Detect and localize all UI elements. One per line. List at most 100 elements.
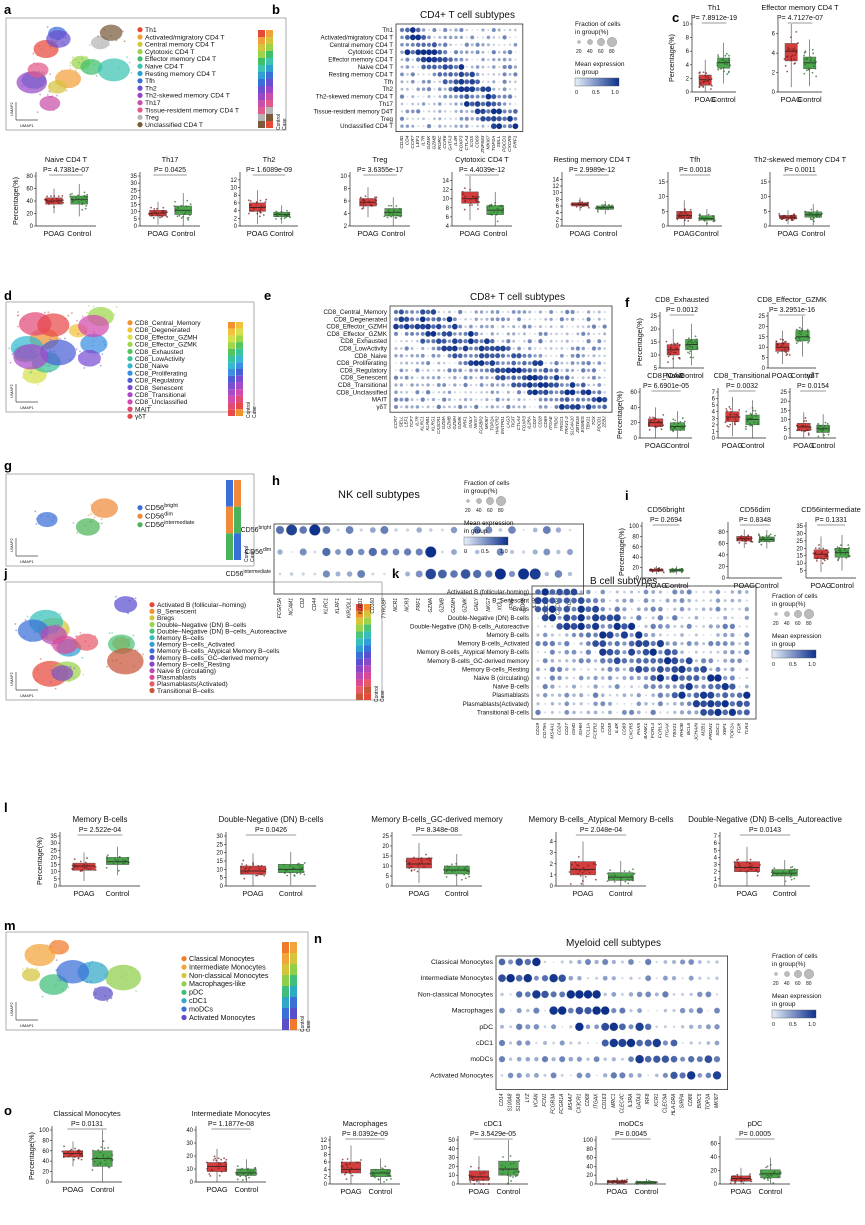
- boxplot-tick-label: 0: [386, 884, 390, 890]
- boxplot-point: [817, 213, 819, 216]
- boxplot-tick-label: 2: [324, 1175, 328, 1181]
- boxplot-point: [616, 1182, 619, 1185]
- boxplot-point: [703, 80, 706, 83]
- boxplot-point: [682, 426, 685, 429]
- boxplot-point: [186, 199, 189, 202]
- boxplot-point: [757, 533, 760, 536]
- dotplot-dot: [425, 546, 437, 558]
- dotplot-row-label: Cytotoxic CD4 T: [348, 49, 393, 56]
- dotplot-dot: [650, 666, 656, 673]
- dotplot-gene-label: CD4: [404, 135, 410, 145]
- boxplot-point: [786, 50, 789, 52]
- dotplot-gene-label: ZEB2: [602, 416, 607, 429]
- umap-cluster-blob: [56, 959, 90, 984]
- dotplot-dot: [723, 615, 728, 620]
- dotplot-dot: [459, 376, 462, 379]
- dotplot-dot: [478, 345, 485, 352]
- boxplot-point: [796, 429, 798, 432]
- boxplot-pvalue: P= 1.1877e-08: [208, 1121, 254, 1128]
- boxplot-point: [175, 208, 178, 211]
- dotplot-dot: [491, 101, 497, 107]
- boxplot-point: [660, 428, 663, 431]
- boxplot-tick-label: 10: [658, 195, 665, 201]
- umap-point: [142, 653, 144, 656]
- bar-label-case: Case: [380, 690, 386, 702]
- dotplot-dot: [558, 702, 562, 706]
- dotplot-row-label: Tissue-resident memory D4T: [313, 108, 393, 115]
- dotplot-dot: [591, 375, 596, 380]
- umap-point: [84, 524, 87, 527]
- dotplot-gene-label: PRF1: [416, 598, 422, 611]
- boxplot-point: [79, 860, 82, 863]
- boxplot-point: [768, 540, 771, 543]
- dotplot-dot: [672, 684, 677, 689]
- legend-label: Double–Negative (DN) B–cells_Autoreactiv…: [157, 628, 287, 635]
- dotplot-dot: [544, 317, 548, 321]
- boxplot-tick-label: 0: [686, 90, 690, 96]
- dotplot-gene-label: LEF1: [415, 135, 421, 147]
- umap-point: [57, 37, 60, 40]
- dotplot-dot: [689, 1024, 694, 1029]
- boxplot-point: [659, 425, 662, 428]
- boxplot-point: [654, 567, 656, 570]
- boxplot-group-label: Control: [496, 1187, 520, 1196]
- dotplot-dot: [694, 650, 698, 654]
- umap-point: [50, 91, 52, 94]
- boxplot-point: [726, 410, 728, 412]
- boxplot-point: [641, 1182, 644, 1185]
- boxplot-point: [245, 1172, 248, 1174]
- dotplot-dot: [579, 590, 583, 594]
- dotplot-dot: [454, 109, 458, 113]
- dotplot-dot: [400, 405, 403, 409]
- boxplot-tick-label: 25: [650, 314, 657, 320]
- dotplot-dot: [449, 28, 452, 32]
- dotplot-dot: [549, 1006, 558, 1015]
- dotplot-dot: [496, 390, 500, 394]
- dotplot-dot: [673, 633, 676, 637]
- boxplot-point: [823, 557, 826, 560]
- dotplot-dot: [569, 960, 573, 964]
- umap-point: [77, 333, 79, 335]
- legend-label: CD8_Regulatory: [135, 378, 184, 385]
- boxplot-point: [748, 1175, 751, 1177]
- bar-label-case: Case: [252, 406, 258, 418]
- boxplot-point: [223, 1161, 226, 1164]
- dotplot-gene-label: TOP2A: [705, 1093, 711, 1110]
- boxplot-tick-label: 50: [448, 1138, 455, 1144]
- dotplot-dot: [551, 1057, 556, 1062]
- boxplot-point: [275, 210, 278, 213]
- boxplot-point: [729, 408, 732, 410]
- proportion-bar-segment: [226, 480, 233, 507]
- boxplot-point: [780, 218, 783, 221]
- boxplot-tick-label: 80: [586, 1147, 593, 1153]
- dotplot-dot: [399, 27, 405, 33]
- umap-point: [122, 30, 124, 33]
- boxplot-point: [50, 201, 53, 204]
- dotplot-dot: [737, 589, 742, 595]
- dotplot-dot: [474, 353, 479, 358]
- boxplot-point: [795, 217, 798, 219]
- legend-swatch: [127, 341, 133, 347]
- dotplot-dot: [534, 605, 542, 613]
- boxplot-point: [303, 873, 306, 876]
- dotplot-gene-label: KLRC1: [420, 416, 425, 431]
- umap-point: [76, 531, 79, 534]
- dotplot-dot: [521, 375, 528, 381]
- panel-letter-e: e: [264, 288, 271, 303]
- dotplot-dot: [738, 634, 741, 636]
- umap-point: [56, 979, 59, 981]
- boxplot-point: [244, 868, 246, 870]
- dotplot-dot: [485, 526, 493, 534]
- dotplot-frame: [273, 523, 585, 595]
- legend-swatch: [137, 85, 143, 91]
- dotplot-dot: [586, 676, 591, 680]
- legend-color-tick: 0: [464, 549, 467, 555]
- boxplot-point: [777, 1175, 780, 1178]
- umap-point: [18, 350, 21, 353]
- dotplot-dot: [501, 405, 505, 408]
- boxplot-point: [745, 861, 748, 864]
- proportion-bar-segment: [228, 409, 235, 416]
- boxplot-point: [447, 868, 450, 871]
- panel-letter-c: c: [672, 10, 679, 25]
- dotplot-dot: [442, 324, 447, 329]
